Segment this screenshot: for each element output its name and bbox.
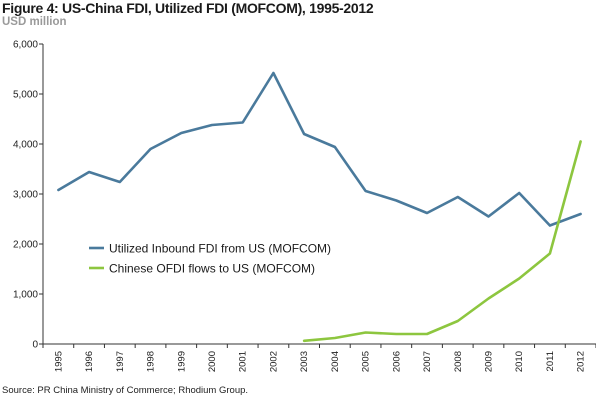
chart-title: Figure 4: US-China FDI, Utilized FDI (MO… <box>2 0 374 16</box>
y-tick-label: 3,000 <box>13 190 38 201</box>
x-tick-label: 1997 <box>115 351 126 372</box>
x-tick-label: 2012 <box>576 351 587 372</box>
x-tick-label: 2004 <box>330 351 341 372</box>
series-line-chinese-ofdi <box>302 140 582 343</box>
x-tick-label: 2009 <box>483 351 494 372</box>
x-axis: 1995 1996 1997 1998 1999 2000 2001 2002 2003 2004… <box>42 343 596 372</box>
y-tick-label: 2,000 <box>13 240 38 251</box>
x-tick-label: 2002 <box>268 351 279 372</box>
x-tick-label: 2011 <box>545 351 556 371</box>
x-tick-label: 2001 <box>238 351 249 372</box>
x-tick-label: 1999 <box>176 351 187 372</box>
y-tick-label: 5,000 <box>13 90 38 101</box>
x-tick-label: 1995 <box>53 351 64 372</box>
y-tick-label: 1,000 <box>13 290 38 301</box>
y-tick-label: 4,000 <box>13 140 38 151</box>
series-lines <box>57 71 582 343</box>
legend: Utilized Inbound FDI from US (MOFCOM) Chi… <box>89 242 331 276</box>
x-tick-label: 1996 <box>84 351 95 372</box>
x-tick-label: 1998 <box>146 351 157 372</box>
chart-subtitle: USD million <box>2 16 67 28</box>
x-tick-label: 2000 <box>207 351 218 372</box>
x-tick-label: 2008 <box>453 351 464 372</box>
x-tick-label: 2010 <box>514 351 525 372</box>
legend-label: Utilized Inbound FDI from US (MOFCOM) <box>109 242 331 256</box>
y-axis: 0 1,000 2,000 3,000 4,000 5,000 6,000 <box>13 40 44 351</box>
x-tick-label: 2003 <box>299 351 310 372</box>
y-tick-label: 6,000 <box>13 40 38 51</box>
legend-label: Chinese OFDI flows to US (MOFCOM) <box>109 262 315 276</box>
source-note: Source: PR China Ministry of Commerce; R… <box>2 385 249 396</box>
x-tick-label: 2005 <box>361 351 372 372</box>
x-tick-label: 2006 <box>391 351 402 372</box>
series-line-inbound-fdi <box>57 71 582 227</box>
y-tick-label: 0 <box>32 340 38 351</box>
x-tick-label: 2007 <box>422 351 433 372</box>
